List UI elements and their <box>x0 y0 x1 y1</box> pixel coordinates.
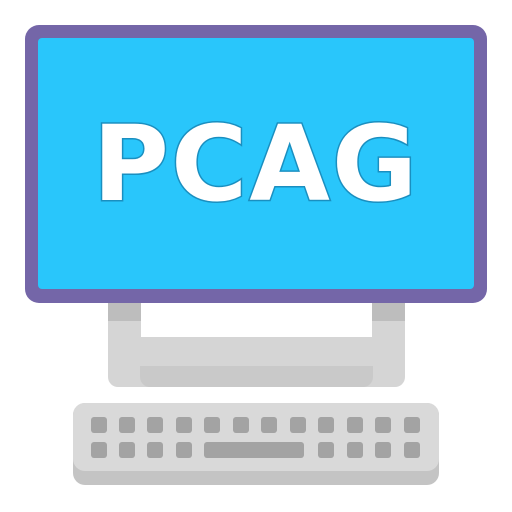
key <box>119 417 135 433</box>
keyboard-face <box>73 403 439 471</box>
key <box>91 417 107 433</box>
monitor-icon: PCAG <box>25 25 487 303</box>
key <box>347 417 363 433</box>
key <box>375 417 391 433</box>
key <box>147 442 163 458</box>
key <box>318 417 334 433</box>
key <box>404 442 420 458</box>
key <box>233 417 249 433</box>
key <box>91 442 107 458</box>
stand-connector-right <box>372 303 405 321</box>
key <box>375 442 391 458</box>
stand-gap <box>141 321 372 337</box>
key <box>147 417 163 433</box>
key <box>347 442 363 458</box>
space-key <box>204 442 304 458</box>
keyboard-icon <box>73 403 439 485</box>
stand-base <box>140 366 373 387</box>
key <box>261 417 277 433</box>
key <box>119 442 135 458</box>
key <box>176 417 192 433</box>
key <box>176 442 192 458</box>
key <box>404 417 420 433</box>
screen-label: PCAG <box>91 101 420 226</box>
monitor-stand <box>108 321 405 387</box>
key <box>318 442 334 458</box>
stand-connector-left <box>108 303 141 321</box>
key <box>204 417 220 433</box>
key <box>290 417 306 433</box>
monitor-screen: PCAG <box>38 38 474 289</box>
